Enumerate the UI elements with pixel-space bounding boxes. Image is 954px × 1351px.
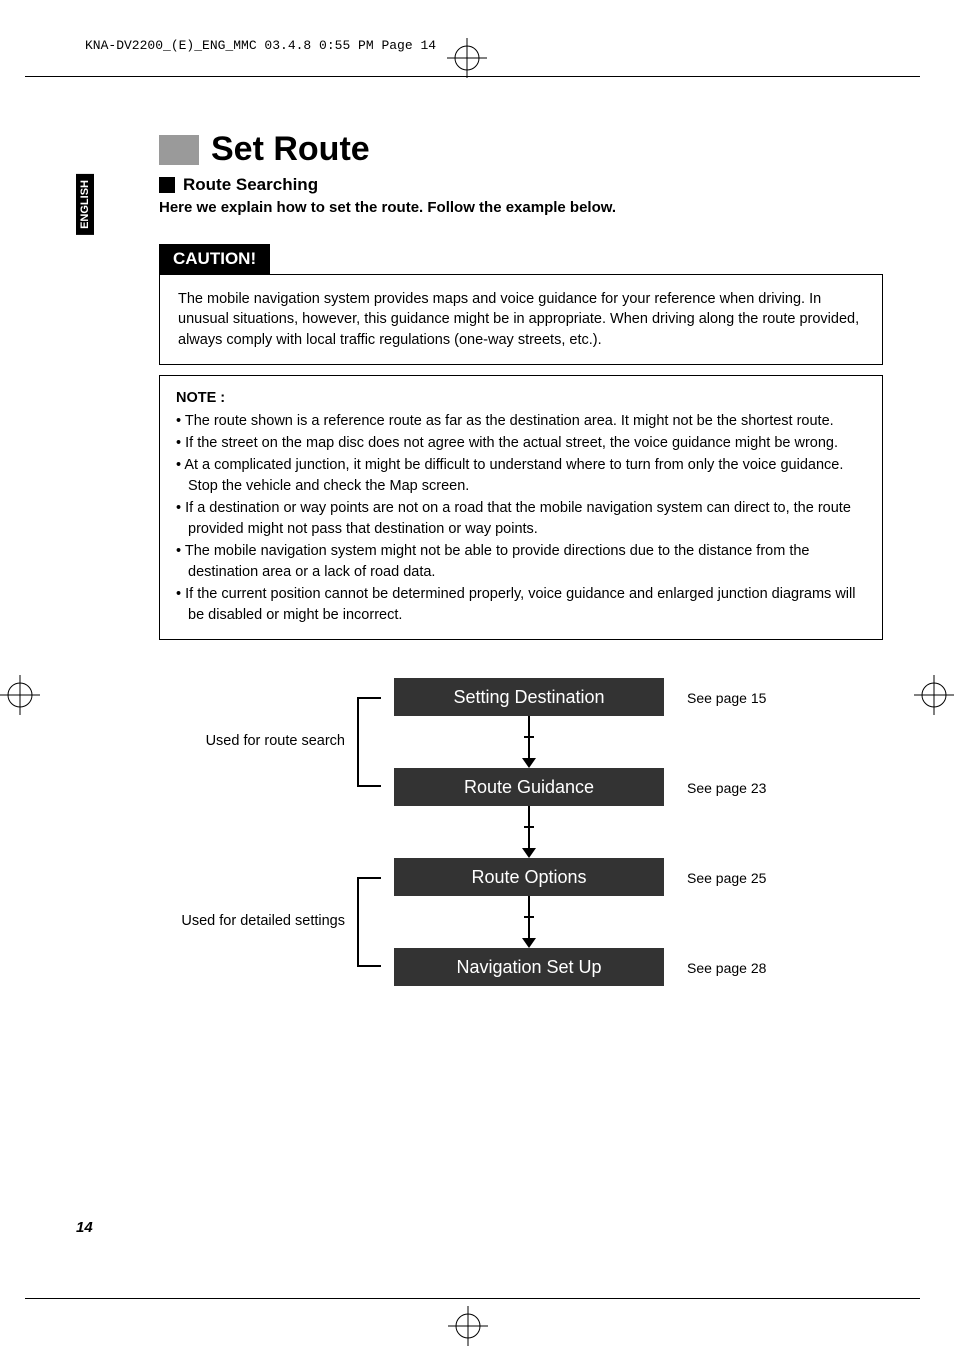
flow-box-label: Route Guidance	[464, 777, 594, 798]
trim-line-top	[25, 76, 920, 77]
note-item: The route shown is a reference route as …	[176, 411, 866, 432]
crop-mark-left-icon	[0, 675, 40, 720]
note-item: If a destination or way points are not o…	[176, 498, 866, 540]
title-bullet-icon	[159, 135, 199, 165]
section-title-row: Set Route	[159, 130, 883, 169]
note-box: NOTE : The route shown is a reference ro…	[159, 375, 883, 640]
flow-box-setting-destination: Setting Destination	[394, 678, 664, 716]
crop-mark-bottom-icon	[448, 1306, 488, 1351]
note-title: NOTE :	[176, 388, 866, 409]
see-page-ref: See page 28	[687, 960, 766, 976]
bracket-label-detailed-settings: Used for detailed settings	[159, 913, 345, 929]
note-item: At a complicated junction, it might be d…	[176, 455, 866, 497]
bracket-label-route-search: Used for route search	[159, 733, 345, 749]
bracket-route-search	[357, 697, 359, 787]
note-list: The route shown is a reference route as …	[176, 411, 866, 626]
flow-box-label: Route Options	[471, 867, 586, 888]
note-item: If the current position cannot be determ…	[176, 584, 866, 626]
see-page-ref: See page 23	[687, 780, 766, 796]
flow-box-label: Setting Destination	[453, 687, 604, 708]
section-title: Set Route	[211, 130, 370, 169]
caution-label: CAUTION!	[159, 244, 270, 274]
arrow-down-icon	[522, 938, 536, 948]
see-page-ref: See page 15	[687, 690, 766, 706]
intro-text: Here we explain how to set the route. Fo…	[159, 199, 883, 216]
flow-box-route-guidance: Route Guidance	[394, 768, 664, 806]
sub-bullet-icon	[159, 177, 175, 193]
caution-body: The mobile navigation system provides ma…	[178, 291, 859, 348]
crop-mark-right-icon	[914, 675, 954, 720]
subsection-title: Route Searching	[183, 175, 318, 195]
flow-tick-icon	[524, 826, 534, 828]
see-page-ref: See page 25	[687, 870, 766, 886]
arrow-down-icon	[522, 848, 536, 858]
caution-box: The mobile navigation system provides ma…	[159, 274, 883, 365]
note-item: If the street on the map disc does not a…	[176, 433, 866, 454]
subsection-row: Route Searching	[159, 175, 883, 195]
flow-box-label: Navigation Set Up	[456, 957, 601, 978]
flow-box-navigation-setup: Navigation Set Up	[394, 948, 664, 986]
flow-tick-icon	[524, 916, 534, 918]
print-header: KNA-DV2200_(E)_ENG_MMC 03.4.8 0:55 PM Pa…	[85, 38, 436, 53]
page-content: Set Route Route Searching Here we explai…	[159, 130, 883, 640]
arrow-down-icon	[522, 758, 536, 768]
trim-line-bottom	[25, 1298, 920, 1299]
flow-tick-icon	[524, 736, 534, 738]
flow-box-route-options: Route Options	[394, 858, 664, 896]
page-number: 14	[76, 1219, 93, 1236]
note-item: The mobile navigation system might not b…	[176, 541, 866, 583]
flow-diagram: Setting Destination See page 15 Route Gu…	[159, 678, 883, 1018]
language-tab: ENGLISH	[76, 174, 94, 235]
crop-mark-top-icon	[447, 38, 487, 78]
bracket-detailed-settings	[357, 877, 359, 967]
